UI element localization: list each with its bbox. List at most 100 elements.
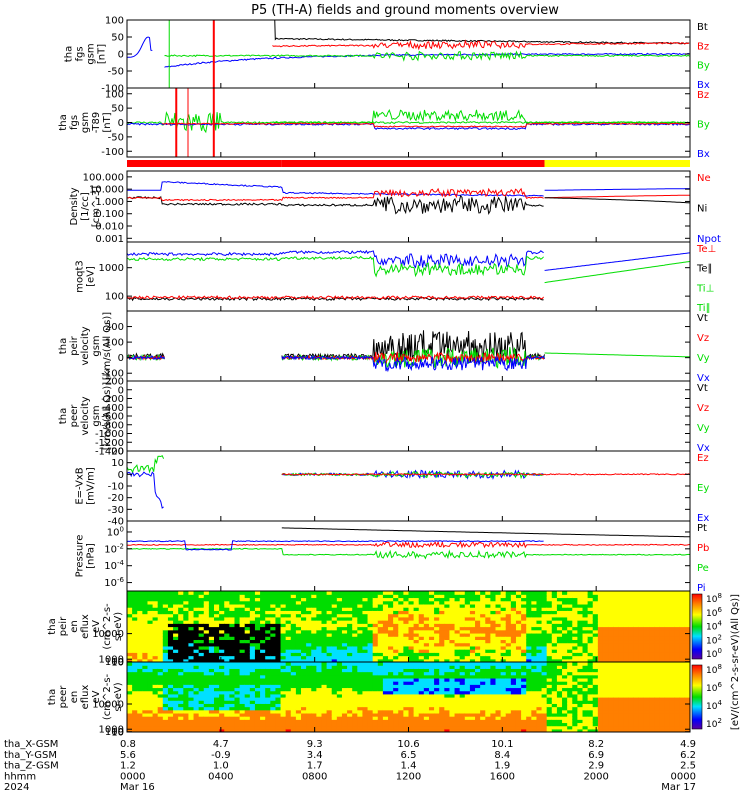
- spectrogram-cell: [485, 594, 491, 599]
- spectrogram-cell: [372, 719, 379, 724]
- spectrogram-cell: [556, 607, 563, 611]
- spectrogram-cell: [459, 693, 466, 698]
- spectrogram-cell: [597, 616, 604, 621]
- spectrogram-cell: [454, 697, 461, 701]
- spectrogram-cell: [290, 632, 297, 637]
- spectrogram-cell: [521, 693, 527, 698]
- spectrogram-cell: [638, 674, 645, 679]
- spectrogram-cell: [162, 632, 169, 637]
- spectrogram-cell: [336, 636, 343, 641]
- spectrogram-cell: [224, 632, 230, 637]
- spectrogram-cell: [270, 616, 277, 621]
- spectrogram-cell: [239, 668, 246, 673]
- spectrogram-cell: [613, 668, 619, 673]
- spectrogram-cell: [198, 712, 205, 717]
- spectrogram-cell: [500, 712, 507, 717]
- spectrogram-cell: [254, 632, 261, 637]
- spectrogram-cell: [147, 703, 154, 708]
- spectrogram-cell: [249, 639, 256, 644]
- spectrogram-cell: [679, 632, 686, 637]
- spectrogram-cell: [597, 665, 604, 669]
- spectrogram-cell: [608, 671, 614, 676]
- spectrogram-cell: [388, 629, 394, 634]
- spectrogram-cell: [244, 620, 251, 624]
- spectrogram-cell: [464, 665, 471, 669]
- spectrogram-cell: [485, 626, 491, 631]
- spectrogram-cell: [362, 600, 369, 605]
- spectrogram-cell: [321, 655, 328, 660]
- spectrogram-cell: [193, 613, 200, 618]
- spectrogram-cell: [347, 620, 353, 624]
- spectrogram-cell: [367, 716, 374, 720]
- spectrogram-cell: [602, 591, 609, 595]
- spectrogram-cell: [638, 712, 645, 717]
- spectrogram-cell: [275, 603, 282, 608]
- spectrogram-cell: [316, 620, 323, 624]
- spectrogram-cell: [654, 655, 660, 660]
- spectrogram-cell: [428, 623, 435, 628]
- spectrogram-cell: [214, 620, 220, 624]
- spectrogram-cell: [157, 652, 164, 657]
- spectrogram-cell: [142, 652, 149, 657]
- spectrogram-cell: [326, 658, 333, 662]
- spectrogram-cell: [526, 674, 532, 679]
- spectrogram-cell: [572, 684, 578, 689]
- spectrogram-cell: [280, 658, 287, 662]
- spectrogram-cell: [572, 639, 578, 644]
- spectrogram-cell: [449, 668, 456, 673]
- spectrogram-cell: [203, 613, 210, 618]
- spectrogram-cell: [244, 629, 251, 634]
- spectrogram-cell: [428, 674, 435, 679]
- spectrogram-cell: [178, 645, 184, 650]
- spectrogram-cell: [137, 610, 143, 615]
- spectrogram-cell: [449, 684, 456, 689]
- spectrogram-cell: [546, 655, 553, 660]
- spectrogram-cell: [393, 607, 399, 611]
- spectrogram-cell: [439, 610, 445, 615]
- spectrogram-cell: [188, 636, 195, 641]
- spectrogram-cell: [285, 674, 292, 679]
- spectrogram-cell: [418, 658, 425, 662]
- plot-area-pressure: [127, 527, 690, 560]
- spectrogram-cell: [649, 620, 655, 624]
- spectrogram-cell: [546, 674, 553, 679]
- spectrogram-cell: [167, 712, 174, 717]
- spectrogram-cell: [178, 706, 184, 711]
- spectrogram-cell: [582, 623, 589, 628]
- spectrogram-cell: [214, 681, 220, 685]
- spectrogram-cell: [316, 594, 323, 599]
- spectrogram-cell: [377, 620, 384, 624]
- spectrogram-cell: [316, 693, 323, 698]
- spectrogram-cell: [393, 687, 399, 692]
- spectrogram-cell: [536, 722, 543, 727]
- spectrogram-cell: [239, 600, 246, 605]
- spectrogram-cell: [495, 629, 502, 634]
- spectrogram-cell: [142, 645, 149, 650]
- spectrogram-cell: [147, 632, 154, 637]
- spectrogram-cell: [618, 716, 625, 720]
- spectrogram-cell: [659, 629, 666, 634]
- spectrogram-cell: [290, 649, 297, 653]
- y-axis-label-line: E=-VxB: [75, 467, 86, 504]
- spectrogram-cell: [531, 674, 538, 679]
- spectrogram-cell: [679, 600, 686, 605]
- spectrogram-cell: [336, 591, 343, 595]
- spectrogram-cell: [198, 703, 205, 708]
- spectrogram-cell: [464, 709, 471, 714]
- spectrogram-cell: [203, 616, 210, 621]
- spectrogram-cell: [633, 725, 640, 730]
- spectrogram-cell: [357, 649, 364, 653]
- spectrogram-cell: [408, 681, 415, 685]
- spectrogram-cell: [290, 665, 297, 669]
- spectrogram-cell: [428, 706, 435, 711]
- spectrogram-cell: [193, 722, 200, 727]
- spectrogram-cell: [643, 649, 650, 653]
- spectrogram-cell: [577, 639, 584, 644]
- spectrogram-cell: [142, 700, 149, 704]
- panel-frame: [126, 450, 691, 522]
- spectrogram-cell: [449, 658, 456, 662]
- spectrogram-cell: [280, 607, 287, 611]
- spectrogram-cell: [290, 725, 297, 730]
- spectrogram-cell: [203, 728, 210, 732]
- spectrogram-cell: [618, 712, 625, 717]
